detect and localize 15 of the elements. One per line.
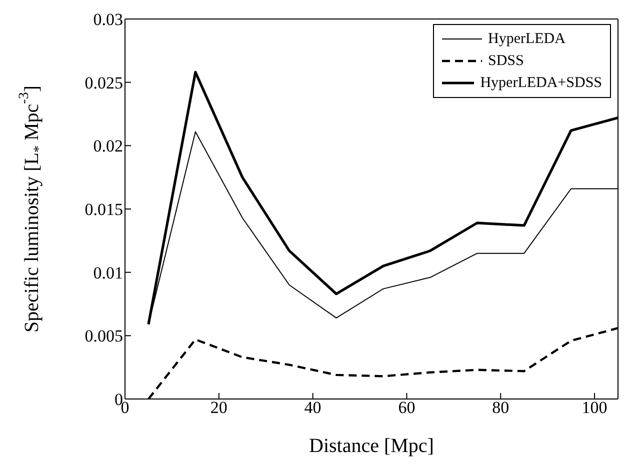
x-tick-label: 40 <box>304 398 322 418</box>
y-tick-label: 0.025 <box>84 73 123 92</box>
legend-label: HyperLEDA <box>488 30 566 49</box>
y-tick-label: 0.03 <box>93 10 123 30</box>
x-tick-label: 60 <box>398 398 416 418</box>
x-tick-label: 100 <box>582 398 608 418</box>
y-tick-label: 0.02 <box>93 136 123 156</box>
y-tick-label: 0.005 <box>84 326 123 346</box>
legend-label: HyperLEDA+SDSS <box>480 74 602 93</box>
legend-label: SDSS <box>488 52 524 71</box>
x-tick-label: 20 <box>210 398 228 418</box>
x-tick-label: 80 <box>492 398 510 418</box>
y-tick-label: 0.01 <box>93 263 123 282</box>
y-tick-label: 0.015 <box>84 200 123 220</box>
x-axis-title: Distance [Mpc] <box>309 435 434 457</box>
